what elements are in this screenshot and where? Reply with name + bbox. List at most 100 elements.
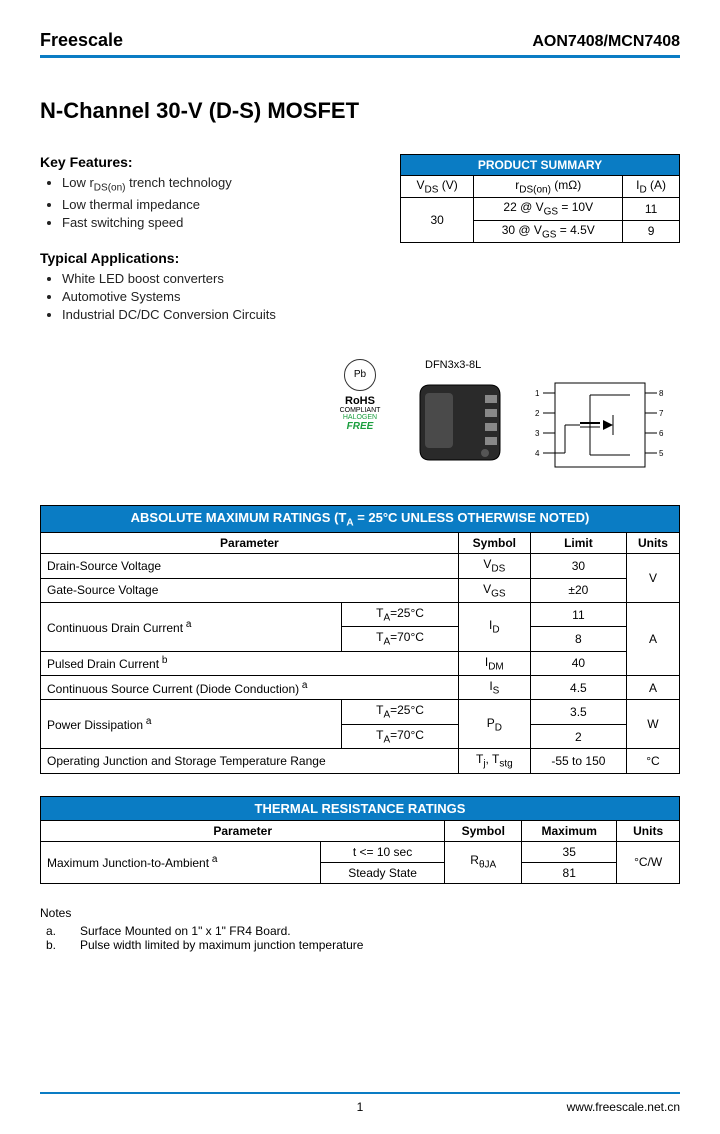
limit-cell: 40 (530, 651, 626, 675)
units-cell: °C/W (617, 841, 680, 883)
note-text: Surface Mounted on 1" x 1" FR4 Board. (80, 924, 291, 938)
note-item: a. Surface Mounted on 1" x 1" FR4 Board. (40, 924, 680, 938)
ps-title: PRODUCT SUMMARY (401, 155, 680, 176)
cond-cell: t <= 10 sec (320, 841, 445, 862)
param-cell: Continuous Drain Current a (41, 602, 342, 651)
svg-text:3: 3 (535, 429, 540, 438)
cond-cell: TA=70°C (342, 627, 458, 651)
svg-text:4: 4 (535, 449, 540, 458)
col-units: Units (617, 820, 680, 841)
limit-cell: ±20 (530, 578, 626, 602)
pinout-diagram: 1 2 3 4 8 7 6 5 (535, 375, 665, 475)
max-cell: 35 (522, 841, 617, 862)
apps-list: White LED boost converters Automotive Sy… (40, 270, 380, 325)
ps-id-2: 9 (623, 220, 680, 242)
limit-cell: 30 (530, 554, 626, 578)
param-cell: Drain-Source Voltage (41, 554, 459, 578)
note-letter: a. (46, 924, 62, 938)
package-label: DFN3x3-8L (425, 359, 680, 371)
ps-col-rds: rDS(on) (mΩ) (474, 176, 623, 198)
svg-text:7: 7 (659, 409, 664, 418)
limit-cell: 2 (530, 724, 626, 748)
limit-cell: -55 to 150 (530, 749, 626, 773)
page-title: N-Channel 30-V (D-S) MOSFET (40, 98, 680, 124)
pb-free-icon: Pb (344, 359, 376, 391)
ps-id-1: 11 (623, 198, 680, 220)
limit-cell: 3.5 (530, 700, 626, 724)
svg-text:2: 2 (535, 409, 540, 418)
feature-item: Fast switching speed (62, 214, 380, 232)
col-parameter: Parameter (41, 820, 445, 841)
units-cell: V (626, 554, 679, 603)
app-item: White LED boost converters (62, 270, 380, 288)
abs-max-title: ABSOLUTE MAXIMUM RATINGS (TA = 25°C UNLE… (41, 505, 680, 533)
units-cell: W (626, 700, 679, 749)
features-heading: Key Features: (40, 154, 380, 170)
param-cell: Maximum Junction-to-Ambient a (41, 841, 321, 883)
symbol-cell: RθJA (445, 841, 522, 883)
notes-heading: Notes (40, 906, 680, 920)
svg-text:6: 6 (659, 429, 664, 438)
cond-cell: TA=25°C (342, 700, 458, 724)
limit-cell: 11 (530, 602, 626, 626)
rohs-line2: COMPLIANT (325, 407, 395, 414)
package-icon (415, 375, 505, 465)
units-cell: A (626, 676, 679, 700)
svg-text:8: 8 (659, 389, 664, 398)
symbol-cell: IDM (458, 651, 530, 675)
param-cell: Operating Junction and Storage Temperatu… (41, 749, 459, 773)
param-cell: Pulsed Drain Current b (41, 651, 459, 675)
symbol-cell: VDS (458, 554, 530, 578)
footer: 1 www.freescale.net.cn (40, 1092, 680, 1114)
app-item: Industrial DC/DC Conversion Circuits (62, 306, 380, 324)
svg-text:5: 5 (659, 449, 664, 458)
rohs-badge: Pb RoHS COMPLIANT HALOGEN FREE (325, 359, 395, 432)
note-item: b. Pulse width limited by maximum juncti… (40, 938, 680, 952)
ps-col-vds: VDS (V) (401, 176, 474, 198)
symbol-cell: VGS (458, 578, 530, 602)
thermal-title: THERMAL RESISTANCE RATINGS (41, 796, 680, 820)
param-cell: Continuous Source Current (Diode Conduct… (41, 676, 459, 700)
max-cell: 81 (522, 862, 617, 883)
notes-section: Notes a. Surface Mounted on 1" x 1" FR4 … (40, 906, 680, 952)
page-number: 1 (357, 1100, 364, 1114)
header-divider (40, 55, 680, 58)
note-letter: b. (46, 938, 62, 952)
ps-rds-1: 22 @ VGS = 10V (474, 198, 623, 220)
abs-max-table: ABSOLUTE MAXIMUM RATINGS (TA = 25°C UNLE… (40, 505, 680, 774)
units-cell: A (626, 602, 679, 675)
ps-col-id: ID (A) (623, 176, 680, 198)
cond-cell: Steady State (320, 862, 445, 883)
symbol-cell: Tj, Tstg (458, 749, 530, 773)
limit-cell: 8 (530, 627, 626, 651)
part-number: AON7408/MCN7408 (532, 33, 680, 51)
cond-cell: TA=25°C (342, 602, 458, 626)
brand-label: Freescale (40, 30, 123, 51)
features-list: Low rDS(on) trench technology Low therma… (40, 174, 380, 232)
rohs-line4: FREE (325, 421, 395, 432)
col-symbol: Symbol (458, 533, 530, 554)
symbol-cell: IS (458, 676, 530, 700)
rohs-line1: RoHS (325, 395, 395, 407)
ps-rds-2: 30 @ VGS = 4.5V (474, 220, 623, 242)
symbol-cell: ID (458, 602, 530, 651)
symbol-cell: PD (458, 700, 530, 749)
note-text: Pulse width limited by maximum junction … (80, 938, 363, 952)
col-limit: Limit (530, 533, 626, 554)
app-item: Automotive Systems (62, 288, 380, 306)
col-units: Units (626, 533, 679, 554)
product-summary-table: PRODUCT SUMMARY VDS (V) rDS(on) (mΩ) ID … (400, 154, 680, 243)
ps-vds-value: 30 (401, 198, 474, 243)
apps-heading: Typical Applications: (40, 250, 380, 266)
cond-cell: TA=70°C (342, 724, 458, 748)
param-cell: Power Dissipation a (41, 700, 342, 749)
col-symbol: Symbol (445, 820, 522, 841)
feature-item: Low thermal impedance (62, 196, 380, 214)
limit-cell: 4.5 (530, 676, 626, 700)
units-cell: °C (626, 749, 679, 773)
param-cell: Gate-Source Voltage (41, 578, 459, 602)
thermal-table: THERMAL RESISTANCE RATINGS Parameter Sym… (40, 796, 680, 884)
rohs-line3: HALOGEN (325, 414, 395, 421)
col-max: Maximum (522, 820, 617, 841)
footer-url: www.freescale.net.cn (567, 1100, 680, 1114)
